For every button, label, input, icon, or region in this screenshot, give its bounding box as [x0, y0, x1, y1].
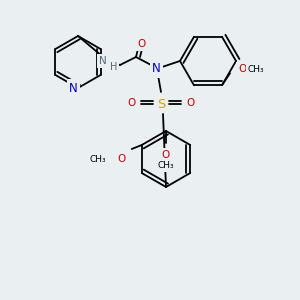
Text: O: O — [128, 98, 136, 108]
Text: O: O — [186, 98, 194, 108]
Text: N: N — [152, 62, 160, 76]
Text: CH₃: CH₃ — [248, 65, 265, 74]
Text: O: O — [162, 150, 170, 160]
Text: S: S — [157, 98, 165, 110]
Text: O: O — [118, 154, 126, 164]
Text: CH₃: CH₃ — [89, 154, 106, 164]
Text: CH₃: CH₃ — [158, 160, 174, 169]
Text: H: H — [110, 62, 117, 72]
Text: O: O — [238, 64, 246, 74]
Text: O: O — [137, 39, 145, 49]
Text: N: N — [99, 56, 107, 66]
Text: N: N — [69, 82, 77, 94]
